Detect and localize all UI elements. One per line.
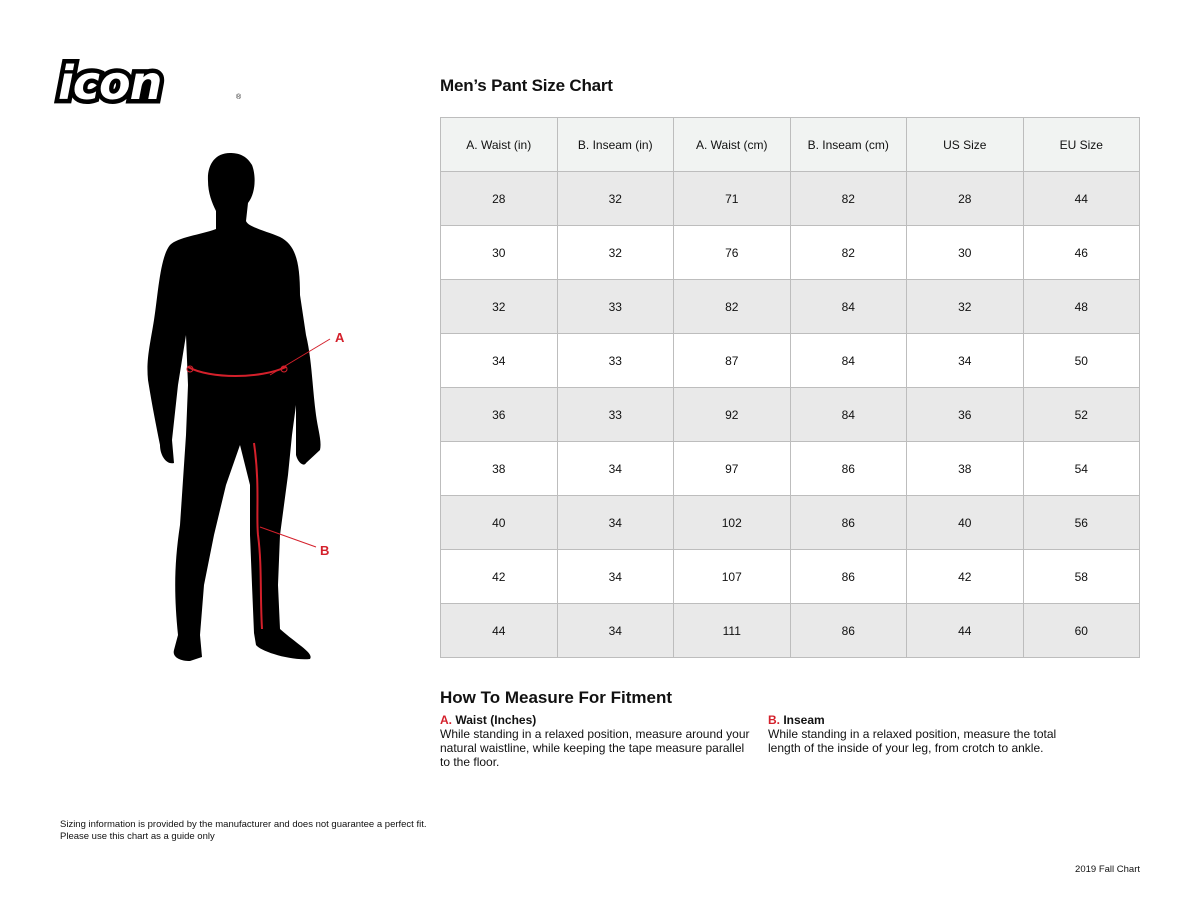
table-cell: 33 — [556, 387, 674, 442]
table-row: 32 33 82 84 32 48 — [440, 279, 1140, 334]
column-header: A. Waist (cm) — [673, 117, 791, 172]
table-cell: 102 — [673, 495, 791, 550]
table-cell: 97 — [673, 441, 791, 496]
table-cell: 30 — [906, 225, 1024, 280]
table-cell: 52 — [1022, 387, 1140, 442]
chart-title: Men’s Pant Size Chart — [440, 76, 613, 95]
icon-logo: icon ® — [54, 54, 248, 113]
table-cell: 48 — [1022, 279, 1140, 334]
table-cell: 30 — [440, 225, 558, 280]
table-cell: 36 — [440, 387, 558, 442]
table-cell: 82 — [789, 225, 907, 280]
table-cell: 86 — [789, 549, 907, 604]
table-cell: 84 — [789, 387, 907, 442]
table-cell: 33 — [556, 279, 674, 334]
table-cell: 82 — [673, 279, 791, 334]
table-row: 42 34 107 86 42 58 — [440, 549, 1140, 604]
table-cell: 50 — [1022, 333, 1140, 388]
waist-marker-right — [280, 365, 288, 373]
logo-wordmark: icon — [54, 54, 167, 113]
registered-mark-icon: ® — [236, 94, 242, 101]
disclaimer-line: Please use this chart as a guide only — [60, 831, 215, 842]
footer-label: 2019 Fall Chart — [1075, 864, 1140, 875]
column-header: A. Waist (in) — [440, 117, 558, 172]
table-cell: 92 — [673, 387, 791, 442]
table-cell: 86 — [789, 441, 907, 496]
table-cell: 44 — [906, 603, 1024, 658]
table-cell: 46 — [1022, 225, 1140, 280]
table-cell: 40 — [906, 495, 1024, 550]
table-cell: 111 — [673, 603, 791, 658]
table-row: 28 32 71 82 28 44 — [440, 171, 1140, 226]
table-cell: 34 — [556, 549, 674, 604]
waist-heading: Waist (Inches) — [455, 713, 537, 727]
table-cell: 32 — [556, 171, 674, 226]
inseam-measure-line — [253, 442, 263, 630]
table-cell: 32 — [440, 279, 558, 334]
table-cell: 44 — [1022, 171, 1140, 226]
waist-text: While standing in a relaxed position, me… — [440, 727, 750, 769]
table-cell: 34 — [556, 495, 674, 550]
table-row: 36 33 92 84 36 52 — [440, 387, 1140, 442]
column-header: EU Size — [1022, 117, 1140, 172]
table-row: 40 34 102 86 40 56 — [440, 495, 1140, 550]
waist-instructions: A. Waist (Inches) While standing in a re… — [440, 713, 750, 769]
table-row: 30 32 76 82 30 46 — [440, 225, 1140, 280]
inseam-letter: B. — [768, 713, 780, 727]
table-cell: 34 — [440, 333, 558, 388]
waist-letter: A. — [440, 713, 452, 727]
inseam-instructions: B. Inseam While standing in a relaxed po… — [768, 713, 1078, 755]
table-cell: 84 — [789, 279, 907, 334]
silhouette-icon — [147, 153, 321, 661]
table-row: 34 33 87 84 34 50 — [440, 333, 1140, 388]
label-b-leader — [259, 526, 317, 548]
table-cell: 58 — [1022, 549, 1140, 604]
table-cell: 54 — [1022, 441, 1140, 496]
table-cell: 82 — [789, 171, 907, 226]
table-cell: 32 — [906, 279, 1024, 334]
table-cell: 38 — [906, 441, 1024, 496]
table-cell: 107 — [673, 549, 791, 604]
table-cell: 32 — [556, 225, 674, 280]
table-cell: 36 — [906, 387, 1024, 442]
table-cell: 86 — [789, 495, 907, 550]
table-cell: 38 — [440, 441, 558, 496]
table-cell: 87 — [673, 333, 791, 388]
label-b: B — [320, 543, 329, 558]
size-table: A. Waist (in) B. Inseam (in) A. Waist (cm)… — [440, 117, 1140, 658]
table-cell: 76 — [673, 225, 791, 280]
body-silhouette-figure: A B — [147, 153, 345, 661]
table-cell: 40 — [440, 495, 558, 550]
table-cell: 28 — [440, 171, 558, 226]
column-header: US Size — [906, 117, 1024, 172]
table-cell: 71 — [673, 171, 791, 226]
howto-title: How To Measure For Fitment — [440, 688, 673, 707]
waist-marker-left — [186, 365, 194, 373]
label-a-leader — [269, 338, 331, 376]
table-cell: 60 — [1022, 603, 1140, 658]
table-cell: 34 — [906, 333, 1024, 388]
table-header-row: A. Waist (in) B. Inseam (in) A. Waist (cm)… — [440, 117, 1140, 172]
table-cell: 42 — [906, 549, 1024, 604]
table-cell: 56 — [1022, 495, 1140, 550]
disclaimer-line: Sizing information is provided by the ma… — [60, 819, 427, 830]
table-cell: 33 — [556, 333, 674, 388]
column-header: B. Inseam (in) — [556, 117, 674, 172]
column-header: B. Inseam (cm) — [789, 117, 907, 172]
label-a: A — [335, 330, 345, 345]
inseam-text: While standing in a relaxed position, me… — [768, 727, 1057, 755]
table-cell: 44 — [440, 603, 558, 658]
table-row: 38 34 97 86 38 54 — [440, 441, 1140, 496]
table-cell: 28 — [906, 171, 1024, 226]
table-cell: 42 — [440, 549, 558, 604]
disclaimer: Sizing information is provided by the ma… — [60, 819, 427, 843]
table-cell: 84 — [789, 333, 907, 388]
table-cell: 86 — [789, 603, 907, 658]
inseam-heading: Inseam — [783, 713, 825, 727]
table-cell: 34 — [556, 603, 674, 658]
table-cell: 34 — [556, 441, 674, 496]
table-row: 44 34 111 86 44 60 — [440, 603, 1140, 658]
